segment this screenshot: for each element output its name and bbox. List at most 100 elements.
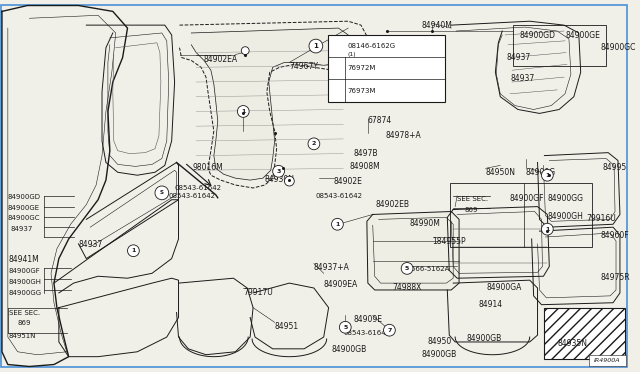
Text: 84900GF: 84900GF — [509, 194, 543, 203]
Text: 84900GB: 84900GB — [332, 345, 367, 354]
Text: 5: 5 — [343, 325, 348, 330]
Text: 84900GF: 84900GF — [9, 268, 40, 275]
Text: 84900GD: 84900GD — [520, 31, 556, 40]
Text: 2: 2 — [312, 141, 316, 146]
Text: 84902EA: 84902EA — [203, 55, 237, 64]
Text: 08543-61642: 08543-61642 — [343, 330, 390, 336]
Text: 84995: 84995 — [602, 163, 627, 173]
Text: IR4900A: IR4900A — [594, 358, 620, 363]
Polygon shape — [191, 28, 351, 180]
Text: 84902E: 84902E — [333, 177, 362, 186]
Text: 84900GG: 84900GG — [9, 290, 42, 296]
Text: 869: 869 — [465, 206, 479, 213]
Text: 84900GB: 84900GB — [467, 334, 502, 343]
Bar — [589, 355, 626, 366]
Text: 84978+A: 84978+A — [385, 131, 421, 140]
Text: 84900GC: 84900GC — [600, 43, 636, 52]
Text: 1: 1 — [545, 173, 550, 178]
Text: 79916U: 79916U — [587, 214, 616, 224]
Text: 74967Y: 74967Y — [289, 62, 318, 71]
Text: 84937+A: 84937+A — [314, 263, 350, 273]
Text: 84940M: 84940M — [422, 21, 452, 30]
Circle shape — [127, 245, 140, 257]
Circle shape — [541, 169, 553, 181]
Text: 1: 1 — [335, 222, 340, 227]
Text: 84951: 84951 — [275, 323, 299, 331]
Text: 7: 7 — [387, 328, 392, 333]
Text: 84951N: 84951N — [9, 333, 36, 339]
Circle shape — [308, 138, 320, 150]
Text: SEE SEC.: SEE SEC. — [457, 196, 488, 202]
Text: 84900GE: 84900GE — [565, 31, 600, 40]
Text: 84990M: 84990M — [409, 219, 440, 228]
Text: 84902EB: 84902EB — [376, 200, 410, 209]
Text: 84900GH: 84900GH — [9, 279, 42, 285]
Text: B: B — [334, 43, 339, 49]
Text: 1: 1 — [314, 43, 318, 49]
Text: 74988X: 74988X — [392, 283, 422, 292]
Text: 84909E: 84909E — [353, 315, 382, 324]
Circle shape — [331, 85, 342, 96]
Text: 84900GA: 84900GA — [486, 283, 522, 292]
Text: 184955P: 184955P — [433, 237, 466, 246]
Circle shape — [273, 166, 284, 177]
Text: 08543-61642: 08543-61642 — [316, 193, 363, 199]
Text: 84950: 84950 — [428, 337, 452, 346]
Bar — [513, 25, 606, 66]
Circle shape — [331, 62, 342, 74]
Circle shape — [309, 39, 323, 53]
Text: 84914: 84914 — [479, 300, 503, 309]
Text: 84950N: 84950N — [486, 169, 516, 177]
Text: 84900GD: 84900GD — [8, 194, 41, 200]
Circle shape — [330, 39, 343, 53]
Text: 84937: 84937 — [11, 226, 33, 232]
Circle shape — [383, 324, 396, 336]
Text: 08543-61642: 08543-61642 — [175, 185, 221, 191]
Text: 3: 3 — [334, 88, 339, 93]
Text: 84930N: 84930N — [265, 175, 295, 184]
Text: 08543-61642: 08543-61642 — [169, 193, 216, 199]
Text: 84900GG: 84900GG — [547, 194, 583, 203]
Text: 3: 3 — [276, 169, 281, 174]
Text: 2: 2 — [334, 66, 339, 71]
Bar — [545, 308, 625, 359]
Text: 84900G: 84900G — [526, 169, 556, 177]
Text: 84909EA: 84909EA — [324, 280, 358, 289]
Bar — [328, 35, 445, 102]
Text: 84937: 84937 — [79, 240, 103, 249]
Text: 84908M: 84908M — [349, 163, 380, 171]
Circle shape — [332, 218, 343, 230]
Text: 84960F: 84960F — [600, 231, 629, 240]
Text: 84975R: 84975R — [600, 273, 630, 282]
Text: 869: 869 — [18, 320, 31, 326]
Text: 8497B: 8497B — [353, 149, 378, 158]
Text: 67874: 67874 — [368, 116, 392, 125]
Text: (1): (1) — [348, 52, 356, 57]
Circle shape — [339, 321, 351, 333]
Circle shape — [155, 186, 169, 200]
Text: 08146-6162G: 08146-6162G — [348, 43, 396, 49]
Text: S: S — [160, 190, 164, 195]
Text: 84900GC: 84900GC — [8, 215, 40, 221]
Polygon shape — [367, 212, 459, 290]
Circle shape — [241, 47, 249, 55]
Text: 84935N: 84935N — [557, 339, 587, 348]
Circle shape — [541, 223, 553, 235]
Bar — [450, 183, 593, 247]
Text: 84900GB: 84900GB — [422, 350, 457, 359]
Text: 79917U: 79917U — [243, 288, 273, 297]
Text: 1: 1 — [131, 248, 136, 253]
Text: 1: 1 — [545, 227, 550, 232]
Text: 76972M: 76972M — [348, 65, 376, 71]
Text: 84937: 84937 — [506, 52, 531, 62]
Circle shape — [284, 176, 294, 186]
Circle shape — [237, 106, 249, 117]
Text: 98016M: 98016M — [192, 163, 223, 173]
Text: 5: 5 — [405, 266, 409, 271]
Text: 08566-5162A: 08566-5162A — [402, 266, 449, 272]
Text: 84900GH: 84900GH — [547, 212, 583, 221]
Text: 84941M: 84941M — [9, 255, 40, 264]
Text: 84937: 84937 — [510, 74, 534, 83]
Text: 76973M: 76973M — [348, 87, 376, 93]
Text: 84900GE: 84900GE — [8, 205, 40, 211]
